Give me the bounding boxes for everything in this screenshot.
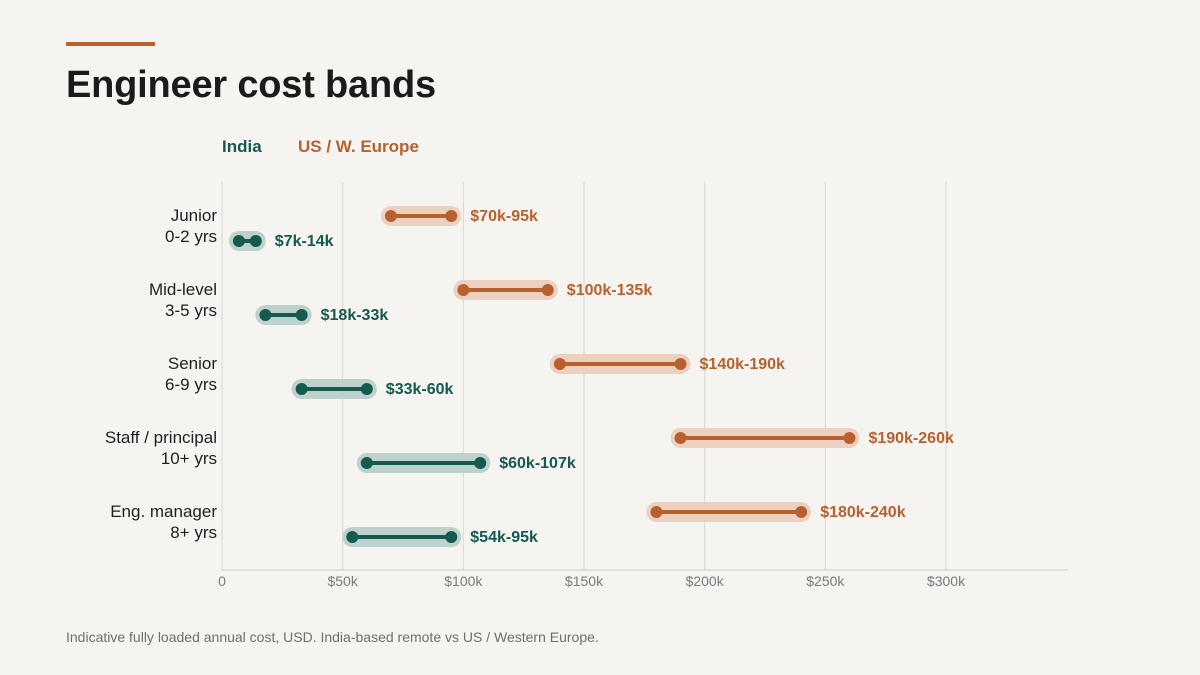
india-range-start-point bbox=[295, 383, 308, 395]
x-tick-label: $200k bbox=[686, 573, 725, 589]
us-data-label: $70k-95k bbox=[470, 208, 538, 225]
india-range-end-point bbox=[249, 235, 262, 247]
category-label: Eng. manager 8+ yrs bbox=[110, 502, 217, 542]
india-range-end-point bbox=[474, 457, 487, 469]
category-label: Mid-level 3-5 yrs bbox=[149, 280, 217, 320]
x-tick-label: $100k bbox=[444, 573, 483, 589]
category-label: Junior 0-2 yrs bbox=[165, 206, 217, 246]
us-range-start-point bbox=[650, 506, 663, 518]
india-range-end-point bbox=[445, 531, 458, 543]
legend-item-india: India bbox=[222, 137, 262, 156]
x-tick-label: $250k bbox=[806, 573, 845, 589]
us-range-start-point bbox=[457, 284, 470, 296]
india-data-label: $33k-60k bbox=[386, 381, 454, 398]
title-accent-bar bbox=[66, 42, 155, 46]
category-label: Staff / principal 10+ yrs bbox=[105, 428, 217, 468]
category-label: Senior 6-9 yrs bbox=[165, 354, 217, 394]
us-data-label: $140k-190k bbox=[700, 356, 786, 373]
india-data-label: $60k-107k bbox=[499, 455, 576, 472]
india-data-label: $54k-95k bbox=[470, 529, 538, 546]
us-data-label: $190k-260k bbox=[868, 430, 954, 447]
x-tick-label: $50k bbox=[327, 573, 358, 589]
us-range-end-point bbox=[795, 506, 808, 518]
x-axis: 0 $50k $100k $150k $200k $250k $300k bbox=[218, 569, 1068, 589]
india-range-end-point bbox=[295, 309, 308, 321]
x-tick-label: $300k bbox=[927, 573, 966, 589]
us-range-start-point bbox=[384, 210, 397, 222]
us-range-start-point bbox=[674, 432, 687, 444]
us-data-label: $100k-135k bbox=[567, 282, 653, 299]
footnote: Indicative fully loaded annual cost, USD… bbox=[66, 629, 599, 645]
us-range-start-point bbox=[553, 358, 566, 370]
us-range-end-point bbox=[541, 284, 554, 296]
x-tick-label: $150k bbox=[565, 573, 604, 589]
us-range-end-point bbox=[674, 358, 687, 370]
range-bands: $70k-95k $100k-135k $140k-190k $190k-260k $1… bbox=[228, 206, 954, 547]
page-title: Engineer cost bands bbox=[66, 64, 436, 106]
india-range-start-point bbox=[346, 531, 359, 543]
us-range-end-point bbox=[843, 432, 856, 444]
india-range-end-point bbox=[360, 383, 373, 395]
grid-lines bbox=[221, 182, 947, 570]
india-range-start-point bbox=[259, 309, 272, 321]
india-range-start-point bbox=[232, 235, 245, 247]
us-data-label: $180k-240k bbox=[820, 504, 906, 521]
x-tick-label: 0 bbox=[218, 573, 226, 589]
india-data-label: $18k-33k bbox=[321, 307, 389, 324]
india-range-start-point bbox=[360, 457, 373, 469]
us-range-end-point bbox=[445, 210, 458, 222]
legend-item-us: US / W. Europe bbox=[298, 137, 419, 156]
india-data-label: $7k-14k bbox=[275, 233, 334, 250]
category-labels: Junior 0-2 yrs Mid-level 3-5 yrs Senior 6-9 y… bbox=[105, 206, 217, 542]
